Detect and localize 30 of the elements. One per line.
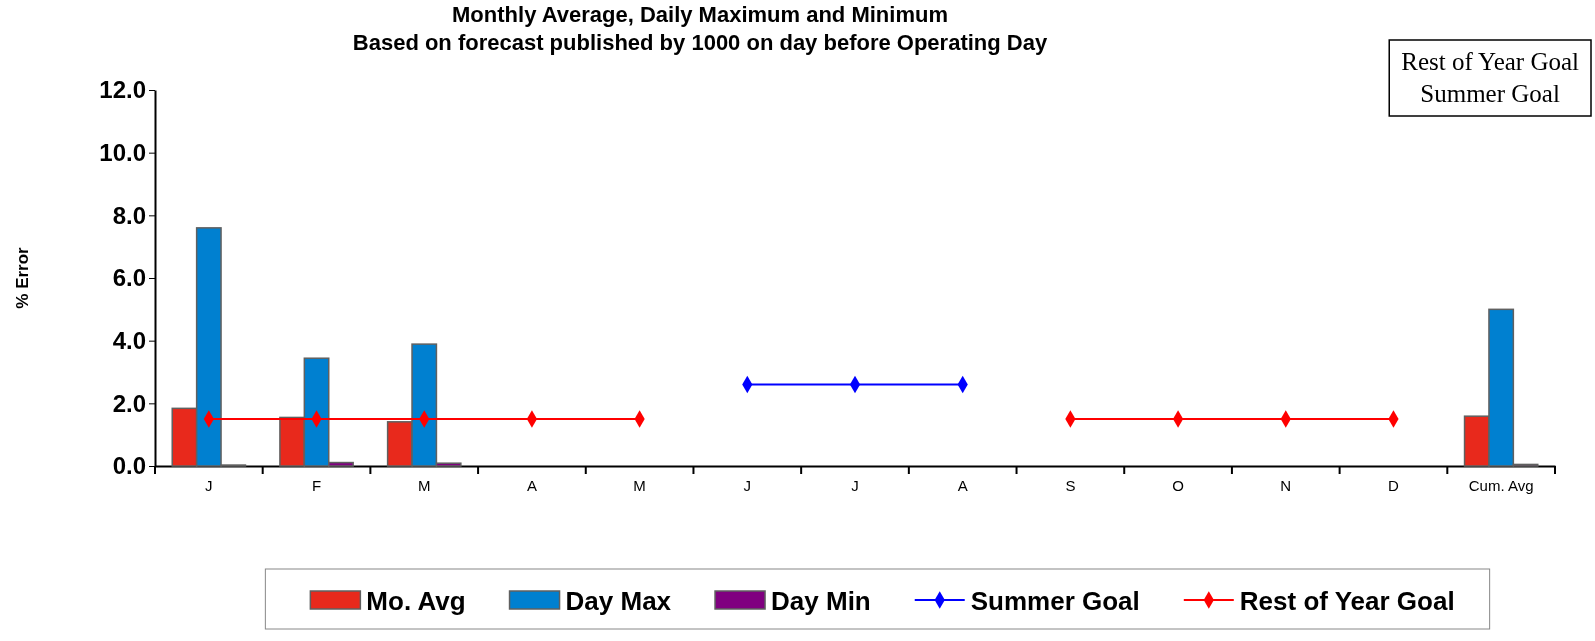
x-tick-label: O: [1172, 476, 1184, 494]
x-tick-label: J: [743, 476, 752, 494]
y-tick-label: 6.0: [112, 264, 146, 292]
x-tick-label: M: [633, 476, 646, 494]
x-tick-label: S: [1065, 476, 1076, 494]
chart-title: Monthly Average, Daily Maximum and Minimum: [452, 2, 948, 27]
y-tick-label: 4.0: [112, 326, 146, 354]
annotation: Summer Goal: [1420, 80, 1560, 107]
x-tick-label: J: [851, 476, 859, 494]
y-tick-label: 10.0: [99, 138, 146, 166]
chart-subtitle: Based on forecast published by 1000 on day before Operating Day: [352, 30, 1048, 55]
x-tick-label: J: [205, 476, 213, 494]
legend-label: Mo. Avg: [366, 586, 466, 616]
text: Rest of Year Goal: [1401, 48, 1580, 75]
legend-label: Summer Goal: [970, 586, 1140, 616]
x-tick-label: A: [526, 476, 537, 494]
y-tick-label: 2.0: [112, 389, 146, 417]
x-tick-label: D: [1388, 476, 1400, 494]
legend-label: Day Max: [565, 586, 672, 616]
x-tick-label: A: [957, 476, 968, 494]
x-tick-label: M: [417, 476, 431, 494]
y-tick-label: 0.0: [112, 452, 146, 480]
legend-label: Day Min: [771, 586, 871, 616]
x-tick-label: Cum. Avg: [1468, 476, 1534, 494]
y-axis-title: % Error: [13, 246, 32, 309]
y-tick-label: 8.0: [112, 201, 146, 229]
x-tick-label: N: [1280, 476, 1292, 494]
x-tick-label: F: [311, 476, 322, 494]
legend-label: Rest of Year Goal: [1239, 586, 1455, 616]
y-tick-label: 12.0: [99, 76, 146, 104]
